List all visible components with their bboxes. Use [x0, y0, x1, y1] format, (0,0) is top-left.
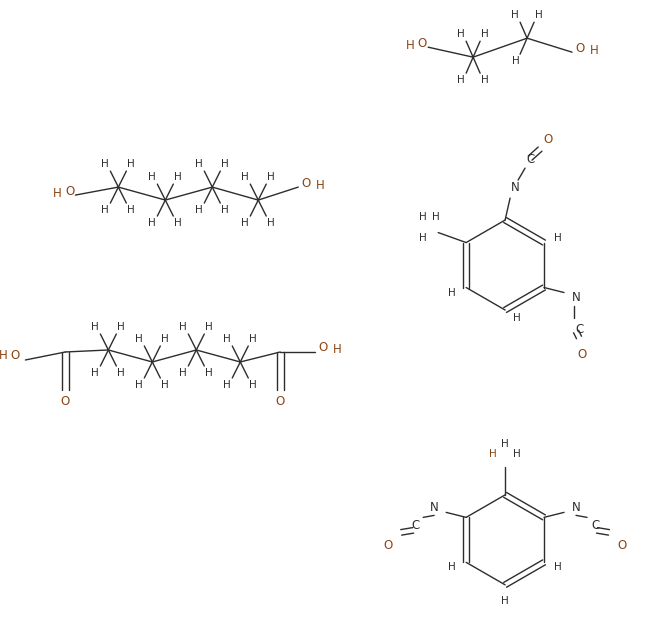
Text: H: H — [127, 205, 135, 215]
Text: H: H — [118, 368, 125, 378]
Text: H: H — [223, 334, 231, 344]
Text: O: O — [418, 37, 427, 50]
Text: N: N — [510, 180, 520, 194]
Text: H: H — [419, 232, 427, 243]
Text: H: H — [195, 159, 203, 169]
Text: H: H — [118, 322, 125, 332]
Text: N: N — [572, 501, 580, 514]
Text: O: O — [276, 395, 285, 408]
Text: H: H — [250, 334, 257, 344]
Text: H: H — [223, 380, 231, 390]
Text: H: H — [512, 56, 520, 66]
Text: H: H — [457, 29, 465, 39]
Text: H: H — [241, 218, 249, 228]
Text: O: O — [11, 350, 20, 363]
Text: H: H — [267, 218, 275, 228]
Text: H: H — [195, 205, 203, 215]
Text: H: H — [174, 172, 182, 182]
Text: H: H — [206, 368, 213, 378]
Text: O: O — [384, 539, 393, 552]
Text: H: H — [241, 172, 249, 182]
Text: H: H — [457, 75, 465, 85]
Text: H: H — [448, 562, 456, 573]
Text: H: H — [481, 29, 489, 39]
Text: H: H — [481, 75, 489, 85]
Text: C: C — [526, 153, 534, 166]
Text: O: O — [576, 42, 585, 55]
Text: H: H — [554, 232, 562, 243]
Text: H: H — [91, 322, 99, 332]
Text: C: C — [575, 323, 583, 336]
Text: O: O — [66, 185, 75, 198]
Text: H: H — [432, 212, 440, 222]
Text: H: H — [101, 205, 109, 215]
Text: H: H — [501, 439, 509, 449]
Text: H: H — [101, 159, 109, 169]
Text: H: H — [267, 172, 275, 182]
Text: H: H — [590, 44, 599, 57]
Text: H: H — [162, 334, 170, 344]
Text: H: H — [489, 449, 497, 459]
Text: H: H — [179, 368, 187, 378]
Text: H: H — [53, 187, 62, 200]
Text: H: H — [221, 205, 229, 215]
Text: H: H — [511, 10, 519, 20]
Text: N: N — [572, 291, 580, 304]
Text: H: H — [148, 218, 156, 228]
Text: O: O — [60, 395, 70, 408]
Text: H: H — [419, 212, 427, 222]
Text: N: N — [430, 501, 438, 514]
Text: H: H — [501, 596, 509, 606]
Text: H: H — [448, 287, 456, 298]
Text: O: O — [578, 348, 587, 361]
Text: H: H — [135, 334, 143, 344]
Text: H: H — [0, 350, 8, 363]
Text: O: O — [302, 176, 311, 189]
Text: H: H — [513, 449, 521, 459]
Text: H: H — [179, 322, 187, 332]
Text: O: O — [618, 539, 627, 552]
Text: H: H — [513, 313, 521, 323]
Text: H: H — [91, 368, 99, 378]
Text: H: H — [206, 322, 213, 332]
Text: H: H — [135, 380, 143, 390]
Text: H: H — [221, 159, 229, 169]
Text: H: H — [148, 172, 156, 182]
Text: H: H — [127, 159, 135, 169]
Text: H: H — [554, 562, 562, 573]
Text: O: O — [319, 341, 328, 354]
Text: H: H — [535, 10, 543, 20]
Text: H: H — [316, 178, 325, 191]
Text: H: H — [250, 380, 257, 390]
Text: H: H — [174, 218, 182, 228]
Text: H: H — [333, 343, 342, 357]
Text: O: O — [543, 133, 553, 146]
Text: H: H — [406, 39, 415, 52]
Text: H: H — [162, 380, 170, 390]
Text: C: C — [591, 519, 599, 532]
Text: C: C — [411, 519, 419, 532]
